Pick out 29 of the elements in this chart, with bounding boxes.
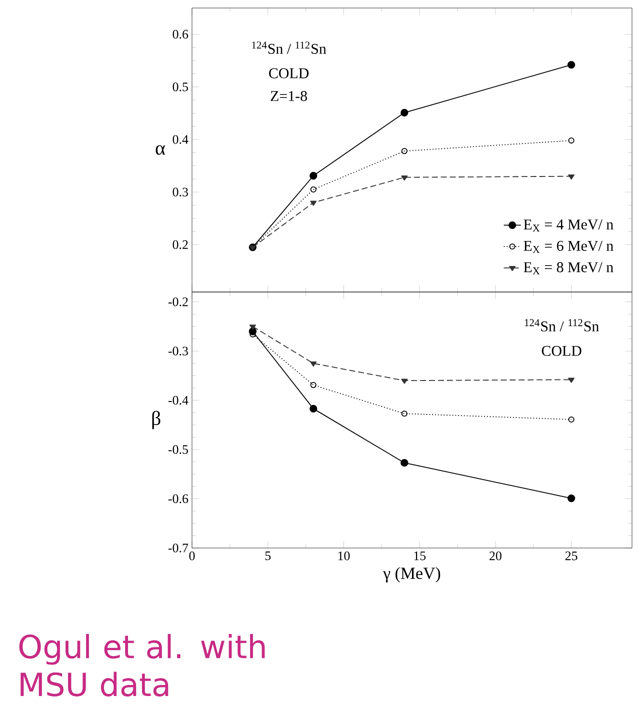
x-tick-label: 25 [565, 552, 578, 560]
x-tick-label: 5 [265, 552, 271, 560]
legend-label: E$_{X}$ = 4 MeV/ n [524, 220, 614, 232]
legend-label: E$_{X}$ = 8 MeV/ n [524, 262, 614, 274]
y-tick-label: 0.6 [172, 30, 188, 39]
y-tick-label: -0.7 [168, 544, 188, 552]
annotation: COLD [269, 68, 309, 78]
y-tick-label: -0.4 [168, 396, 188, 405]
y-tick-label: -0.6 [168, 494, 188, 504]
legend-label: E$_{X}$ = 6 MeV/ n [524, 240, 614, 253]
x-tick-label: 15 [414, 552, 426, 560]
y-tick-label: -0.5 [168, 445, 188, 454]
x-tick-label: 20 [490, 552, 502, 560]
annotation: Z=1-8 [270, 90, 307, 102]
x-tick-label: 0 [189, 552, 195, 560]
y-tick-label: 0.2 [172, 240, 188, 250]
text: Ogul et al. with MSU data [19, 634, 265, 696]
annotation: $^{124}$Sn / $^{112}$Sn [524, 319, 599, 332]
x-tick-label: 10 [338, 552, 350, 560]
annotation: COLD [542, 346, 582, 356]
y-tick-label: 0.5 [172, 82, 188, 92]
y-axis-title: β [152, 410, 160, 430]
y-tick-label: -0.2 [168, 297, 188, 306]
y-tick-label: 0.4 [172, 135, 188, 144]
y-tick-label: 0.3 [172, 188, 188, 196]
x-axis-title: γ (MeV) [383, 567, 440, 582]
y-tick-label: -0.3 [168, 346, 188, 356]
y-axis-title: α [156, 145, 165, 155]
annotation: $^{124}$Sn / $^{112}$Sn [252, 42, 326, 54]
